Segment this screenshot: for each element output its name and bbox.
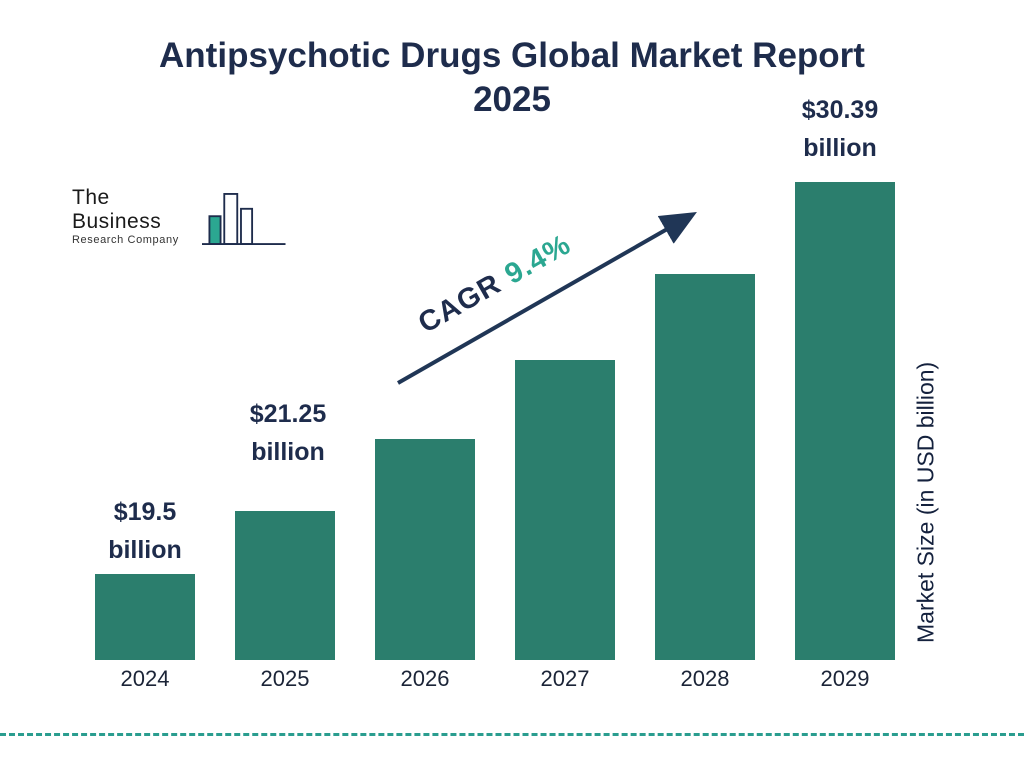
bar-2025 [235, 511, 335, 660]
data-label-2025-value: $21.25 [249, 400, 327, 428]
bar-2029 [795, 182, 895, 660]
data-label-2025-unit: billion [251, 437, 325, 466]
bar-chart-logo-icon [201, 193, 286, 245]
bar-2024 [95, 574, 195, 660]
x-tick-2029: 2029 [820, 666, 870, 691]
y-axis-title: Market Size (in USD billion) [912, 361, 939, 644]
company-logo: The Business Research Company [72, 186, 287, 250]
data-label-2029-unit: billion [803, 133, 877, 162]
bottom-dashed-divider [0, 733, 1024, 736]
data-label-2024: $19.5 billion [65, 494, 225, 569]
title-line-1: Antipsychotic Drugs Global Market Report [159, 36, 865, 75]
logo-name: The Business [72, 186, 162, 233]
title-line-2: 2025 [473, 79, 551, 119]
data-label-2025: $21.25 billion [208, 396, 368, 471]
x-tick-2024: 2024 [120, 666, 170, 691]
page-title: Antipsychotic Drugs Global Market Report… [62, 34, 962, 122]
data-label-2029: $30.39 billion [760, 92, 920, 167]
x-axis-labels: 2024 2025 2026 2027 2028 2029 [95, 666, 895, 692]
data-label-2029-value: $30.39 [801, 96, 879, 124]
logo-subname: Research Company [72, 234, 179, 246]
bar-2028 [655, 274, 755, 660]
x-tick-2027: 2027 [540, 666, 590, 691]
data-label-2024-unit: billion [108, 535, 182, 564]
x-tick-2025: 2025 [260, 666, 310, 691]
bar-2027 [515, 360, 615, 660]
bar-2026 [375, 439, 475, 660]
data-label-2024-value: $19.5 [113, 498, 177, 526]
x-tick-2026: 2026 [400, 666, 450, 691]
company-logo-text: The Business Research Company [72, 186, 196, 250]
x-tick-2028: 2028 [680, 666, 730, 691]
